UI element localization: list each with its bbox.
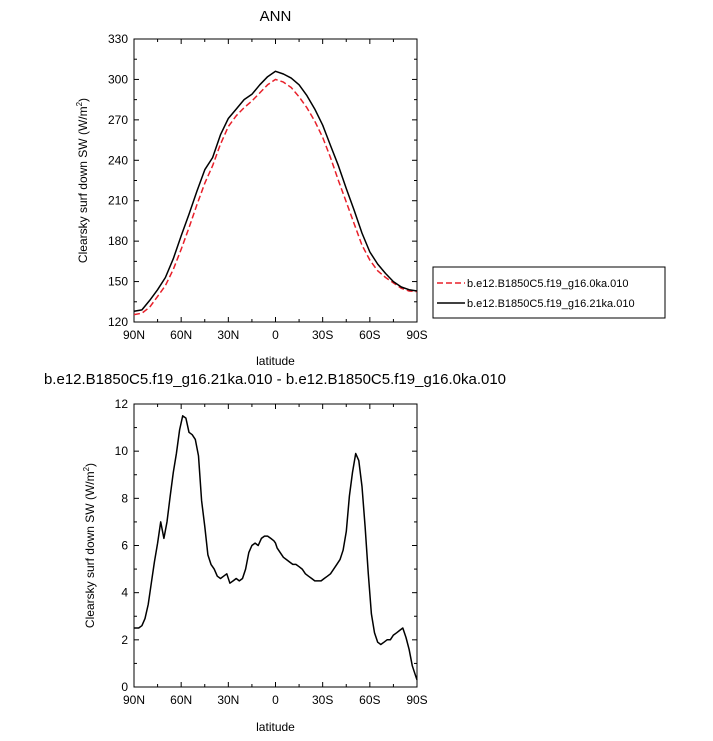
bottom-y-tick-label: 0 — [121, 680, 128, 694]
bottom-y-tick-label: 12 — [115, 397, 129, 411]
bottom-y-tick-label: 6 — [121, 539, 128, 553]
bottom-y-tick-label: 2 — [121, 633, 128, 647]
top-x-tick-label: 30S — [312, 328, 333, 342]
bottom-x-tick-label: 60S — [359, 693, 380, 707]
bottom-x-tick-label: 90N — [123, 693, 145, 707]
top-y-tick-label: 330 — [108, 32, 128, 46]
bottom-x-tick-label: 60N — [170, 693, 192, 707]
panel-bottom: b.e12.B1850C5.f19_g16.21ka.010 - b.e12.B… — [44, 371, 506, 734]
top-y-tick-label: 210 — [108, 194, 128, 208]
top-series — [133, 70, 418, 316]
legend: b.e12.B1850C5.f19_g16.0ka.010 b.e12.B185… — [432, 266, 666, 319]
bottom-y-axis-label-end: ) — [83, 463, 97, 467]
legend-label-21ka: b.e12.B1850C5.f19_g16.21ka.010 — [467, 298, 635, 310]
bottom-y-axis-label-sup: 2 — [82, 466, 91, 471]
bottom-x-tick-label: 90S — [406, 693, 427, 707]
bottom-y-axis-label: Clearsky surf down SW (W/m2) — [82, 463, 97, 628]
legend-label-0ka: b.e12.B1850C5.f19_g16.0ka.010 — [467, 278, 628, 290]
bottom-y-tick-label: 4 — [121, 586, 128, 600]
top-y-axis-label-sup: 2 — [75, 101, 84, 106]
top-plot-frame — [133, 38, 418, 323]
bottom-x-axis-label: latitude — [256, 720, 295, 734]
top-ticks: 90N 60N 30N 0 30S 60S 90S 120 150 180 210 240 270 300… — [108, 32, 428, 342]
top-y-tick-label: 270 — [108, 113, 128, 127]
bottom-x-tick-label: 30S — [312, 693, 333, 707]
bottom-ticks: 90N 60N 30N 0 30S 60S 90S 0 2 4 6 8 10 12 — [115, 397, 428, 707]
top-y-tick-label: 180 — [108, 234, 128, 248]
top-x-tick-label: 0 — [272, 328, 279, 342]
top-y-tick-label: 120 — [108, 315, 128, 329]
top-x-tick-label: 30N — [217, 328, 239, 342]
top-x-tick-label: 60N — [170, 328, 192, 342]
top-y-tick-label: 300 — [108, 72, 128, 86]
panel-top: ANN 90N 60N 30N 0 30S 60S 90S 120 150 180 210 240 27… — [75, 8, 666, 368]
bottom-y-tick-label: 8 — [121, 491, 128, 505]
bottom-y-tick-label: 10 — [115, 444, 129, 458]
bottom-chart-title: b.e12.B1850C5.f19_g16.21ka.010 - b.e12.B… — [44, 371, 506, 388]
top-y-axis-label-end: ) — [76, 98, 90, 102]
top-y-tick-label: 240 — [108, 153, 128, 167]
top-x-axis-label: latitude — [256, 354, 295, 368]
legend-box — [432, 266, 666, 319]
bottom-y-axis-label-main: Clearsky surf down SW (W/m — [83, 471, 97, 628]
bottom-x-tick-label: 30N — [217, 693, 239, 707]
top-y-axis-label: Clearsky surf down SW (W/m2) — [75, 98, 90, 263]
top-series-line-0 — [133, 78, 418, 316]
top-x-tick-label: 90N — [123, 328, 145, 342]
top-series-line-1 — [133, 70, 418, 312]
top-y-axis-label-main: Clearsky surf down SW (W/m — [76, 106, 90, 263]
bottom-x-tick-label: 0 — [272, 693, 279, 707]
bottom-plot-frame — [133, 403, 418, 688]
top-x-tick-label: 90S — [406, 328, 427, 342]
bottom-series — [134, 415, 418, 681]
top-x-tick-label: 60S — [359, 328, 380, 342]
bottom-series-line-0 — [134, 415, 418, 681]
top-chart-title: ANN — [260, 8, 292, 25]
top-y-tick-label: 150 — [108, 275, 128, 289]
